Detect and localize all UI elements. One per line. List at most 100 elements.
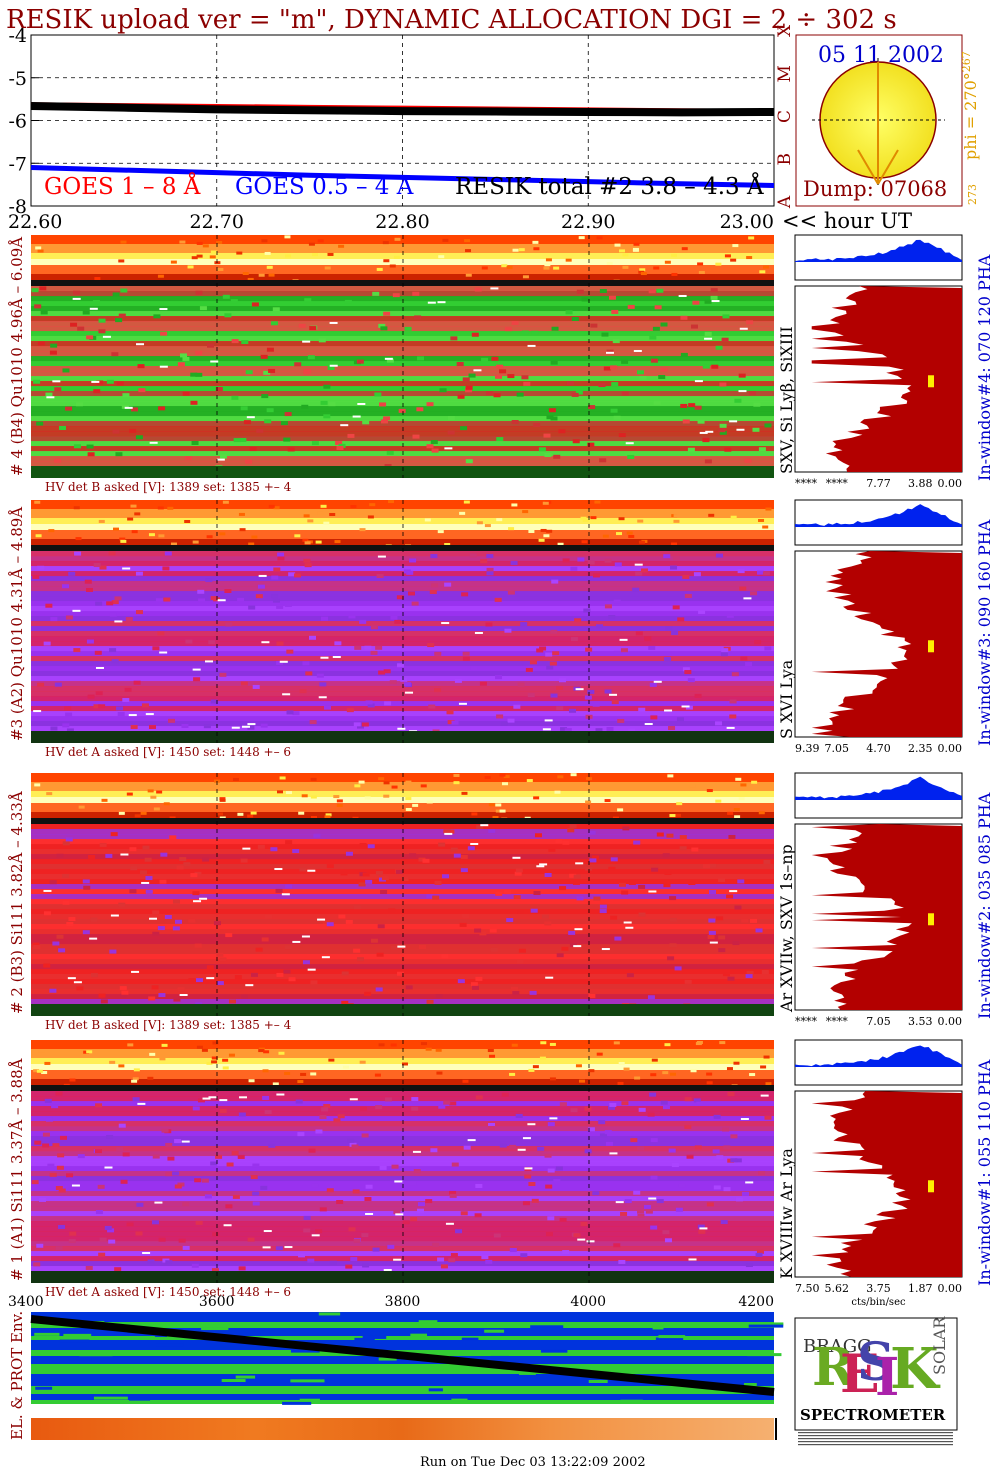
spectrum-heatmap-pixel (469, 553, 477, 558)
spectrum-heatmap-pixel (303, 558, 311, 563)
spectrum-heatmap-pixel (206, 965, 214, 970)
spectrum-heatmap-pixel (416, 407, 424, 412)
spectrum-strip-row (31, 1082, 774, 1085)
spectrum-heatmap-pixel (202, 857, 210, 862)
spectrum-heatmap-pixel (521, 375, 529, 380)
spectrum-hot-pixel (549, 1117, 558, 1120)
spectrum-heatmap-pixel (496, 714, 504, 719)
spectrum-strip-pixel (46, 792, 53, 796)
in-window-label: In-window#4: 070 120 PHA (975, 254, 994, 481)
spectrum-strip-pixel (690, 1069, 697, 1073)
channel-3: HV det A asked [V]: 1450 set: 1448 +– 6#… (8, 499, 994, 759)
spectrum-heatmap-row (31, 1111, 774, 1117)
spectrum-heatmap-row (31, 939, 774, 945)
spectrum-heatmap-pixel (528, 1182, 536, 1187)
spectrum-hot-pixel (729, 420, 738, 423)
env-band-pixel (510, 1359, 523, 1363)
env-band (31, 1340, 774, 1350)
spectrum-heatmap-pixel (182, 1245, 190, 1250)
spectrum-strip-row (31, 515, 774, 518)
spectrum-strip-pixel (369, 503, 376, 507)
spectrum-strip-pixel (476, 521, 483, 525)
spectrum-heatmap-pixel (680, 352, 688, 357)
spectrum-hot-pixel (524, 1167, 533, 1170)
spectrum-heatmap-pixel (215, 1116, 223, 1121)
goes-class-letter: A (775, 195, 795, 209)
spectrum-strip-pixel (163, 802, 170, 806)
env-band-pixel (235, 1388, 257, 1392)
spectrum-heatmap-pixel (36, 421, 44, 426)
spectrum-heatmap-pixel (692, 300, 700, 305)
spectrum-heatmap-pixel (439, 388, 447, 393)
spectrum-heatmap-pixel (288, 572, 296, 577)
spectrum-heatmap-pixel (310, 980, 318, 985)
spectrum-heatmap-pixel (431, 448, 439, 453)
spectrum-heatmap-pixel (62, 368, 70, 373)
spectrum-strip-pixel (763, 1055, 770, 1059)
env-band-pixel (600, 1322, 634, 1326)
goes-class-letter: M (775, 65, 795, 82)
spectrum-heatmap-row (31, 366, 774, 372)
env-band-pixel (484, 1329, 505, 1333)
spectrum-strip-pixel (211, 1056, 218, 1060)
spectrum-strip-pixel (730, 258, 737, 262)
spectrum-heatmap-pixel (361, 1133, 369, 1138)
spectrum-heatmap-pixel (588, 993, 596, 998)
spectrum-heatmap-pixel (328, 402, 336, 407)
spectrum-heatmap-row (31, 636, 774, 642)
spectrum-heatmap-pixel (370, 625, 378, 630)
goes-x-tick-label: 22.70 (190, 211, 244, 233)
spectrum-strip-pixel (464, 239, 471, 243)
spectrum-heatmap-pixel (608, 615, 616, 620)
spectrum-heatmap-pixel (429, 589, 437, 594)
spectrum-heatmap-pixel (292, 711, 300, 716)
spectrum-heatmap-pixel (418, 944, 426, 949)
spectrum-heatmap-pixel (541, 914, 549, 919)
spectrum-heatmap-row (31, 701, 774, 707)
spectrum-heatmap-pixel (650, 358, 658, 363)
env-band (31, 1400, 774, 1404)
spectrum-separator (31, 280, 774, 286)
spectrum-heatmap-pixel (359, 619, 367, 624)
spectrum-strip-row (31, 794, 774, 797)
legend-goes-short: GOES 0.5 – 4 A (235, 174, 414, 200)
env-panel: 3400 3600 3800 4000 4200 EL. & PROT Env. (8, 1294, 784, 1440)
spectrum-heatmap-pixel (525, 667, 533, 672)
spectrum-heatmap-pixel (252, 1163, 260, 1168)
spectrum-heatmap-pixel (251, 302, 259, 307)
spectrum-strip-pixel (179, 240, 186, 244)
spectrum-hot-pixel (352, 415, 361, 418)
spectrum-heatmap-pixel (434, 880, 442, 885)
spectrum-heatmap-pixel (34, 1140, 42, 1145)
spectrum-strip-pixel (134, 512, 141, 516)
spectrum-heatmap-pixel (364, 645, 372, 650)
spectrum-strip-pixel (532, 1065, 539, 1069)
spectrum-hot-pixel (601, 948, 610, 951)
spectrum-heatmap-pixel (486, 567, 494, 572)
spectrum-heatmap-row (31, 451, 774, 457)
spectrum-heatmap-pixel (444, 582, 452, 587)
spectrum-heatmap-pixel (702, 438, 710, 443)
spectrum-hot-pixel (740, 1118, 749, 1121)
spectrum-strip-pixel (222, 1066, 229, 1070)
spectrum-heatmap-pixel (367, 703, 375, 708)
spectrum-strip-pixel (298, 811, 305, 815)
spectrum-strip-pixel (588, 1069, 595, 1073)
spectrum-hot-pixel (405, 691, 414, 694)
spectrum-heatmap-row (31, 581, 774, 587)
spectrum-hot-pixel (694, 380, 703, 383)
spectrum-hot-pixel (33, 710, 42, 713)
spectrum-heatmap-pixel (601, 332, 609, 337)
goes-panel: -4-5-6-7-8 22.60 22.70 22.80 22.90 23.00 ABC… (8, 24, 912, 233)
spectrum-strip-pixel (708, 513, 715, 517)
env-band-pixel (432, 1331, 444, 1335)
spectrum-heatmap-pixel (391, 1164, 399, 1169)
spectrum-strip-pixel (734, 815, 741, 819)
spectrum-heatmap-row (31, 1176, 774, 1182)
spectrum-heatmap-row (31, 641, 774, 647)
spectrum-heatmap-pixel (609, 1102, 617, 1107)
spectrum-heatmap-pixel (558, 429, 566, 434)
spectrum-heatmap-pixel (670, 565, 678, 570)
spectrum-strip-pixel (444, 543, 451, 547)
spectrum-heatmap-pixel (671, 1163, 679, 1168)
